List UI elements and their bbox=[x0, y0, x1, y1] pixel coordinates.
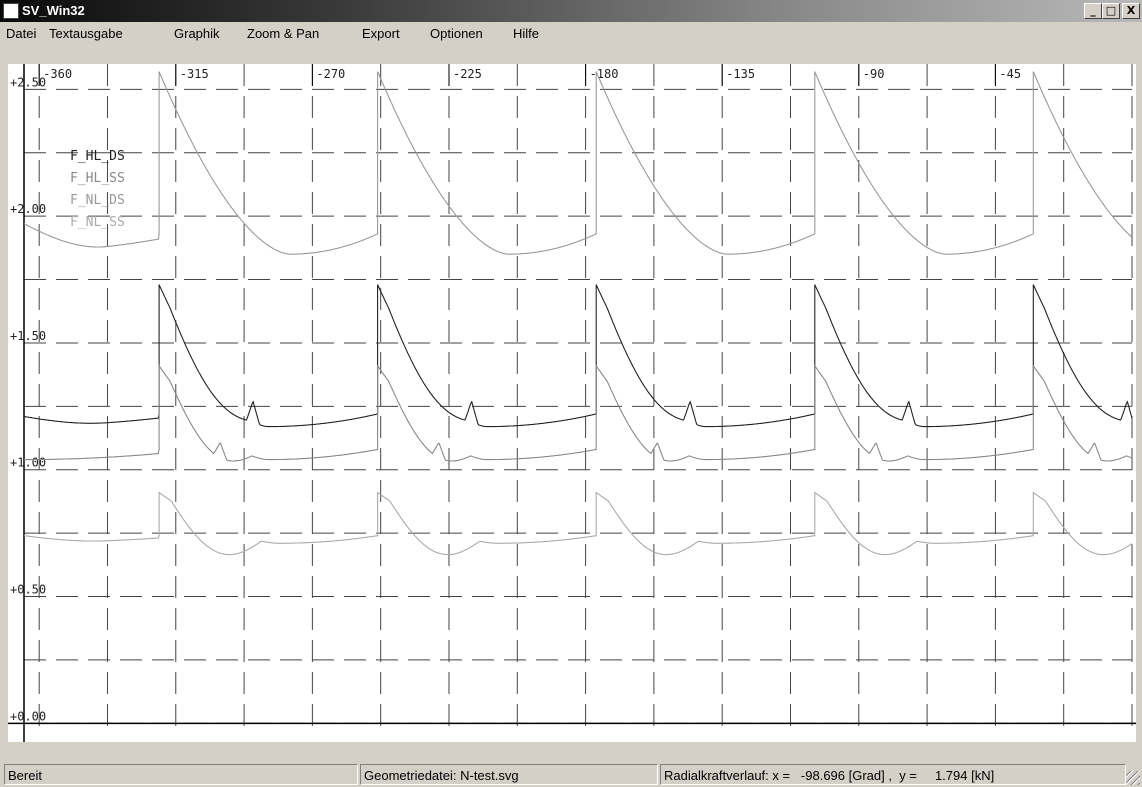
menu-optionen[interactable]: Optionen bbox=[430, 26, 483, 41]
legend-label: F_NL_SS bbox=[70, 215, 125, 230]
x-tick-label: -180 bbox=[590, 67, 619, 81]
maximize-button[interactable]: □ bbox=[1102, 3, 1120, 19]
x-tick-label: -90 bbox=[863, 67, 885, 81]
x-tick-label: -360 bbox=[43, 67, 72, 81]
menu-export[interactable]: Export bbox=[362, 26, 400, 41]
resize-grip[interactable] bbox=[1126, 771, 1140, 785]
menu-zoom-pan[interactable]: Zoom & Pan bbox=[247, 26, 320, 41]
status-ready: Bereit bbox=[4, 764, 358, 785]
x-tick-label: -225 bbox=[453, 67, 482, 81]
menu-datei[interactable]: Datei bbox=[6, 26, 37, 41]
status-geometry-file: Geometriedatei: N-test.svg bbox=[360, 764, 658, 785]
app-icon[interactable] bbox=[3, 3, 19, 19]
y-tick-label: +1.50 bbox=[10, 329, 46, 343]
y-tick-label: +0.50 bbox=[10, 583, 46, 597]
plot-area[interactable]: -360 -315 -270 -225 -180 -135 -90 -45 +2.50 +2.00… bbox=[8, 64, 1136, 742]
y-tick-label: +1.00 bbox=[10, 456, 46, 470]
menu-bar: Datei Textausgabe Graphik Zoom & Pan Exp… bbox=[0, 22, 1142, 43]
series-line-f-hl-ss bbox=[24, 363, 1133, 462]
legend-label: F_HL_DS bbox=[70, 149, 125, 164]
y-tick-label: +0.00 bbox=[10, 709, 46, 723]
series-line-f-nl-ss bbox=[23, 491, 1133, 556]
y-tick-label: +2.00 bbox=[10, 202, 46, 216]
menu-textausgabe[interactable]: Textausgabe bbox=[49, 26, 123, 41]
x-tick-label: -270 bbox=[316, 67, 345, 81]
status-bar: Bereit Geometriedatei: N-test.svg Radial… bbox=[0, 762, 1142, 787]
title-bar[interactable]: SV_Win32 _ □ X bbox=[0, 0, 1142, 22]
status-cursor-readout: Radialkraftverlauf: x = -98.696 [Grad] ,… bbox=[660, 764, 1126, 785]
window-title: SV_Win32 bbox=[22, 3, 85, 18]
x-tick-label: -315 bbox=[180, 67, 209, 81]
menu-graphik[interactable]: Graphik bbox=[174, 26, 220, 41]
y-tick-label: +2.50 bbox=[10, 75, 46, 89]
close-button[interactable]: X bbox=[1122, 3, 1140, 19]
x-tick-label: -45 bbox=[999, 67, 1021, 81]
minimize-button[interactable]: _ bbox=[1084, 3, 1102, 19]
legend-label: F_NL_DS bbox=[70, 193, 125, 208]
radial-force-chart[interactable]: -360 -315 -270 -225 -180 -135 -90 -45 +2.50 +2.00… bbox=[8, 64, 1136, 742]
x-tick-label: -135 bbox=[726, 67, 755, 81]
series-line-f-nl-ds bbox=[23, 71, 1133, 255]
menu-hilfe[interactable]: Hilfe bbox=[513, 26, 540, 41]
legend-label: F_HL_SS bbox=[70, 171, 125, 186]
series-line-f-hl-ds bbox=[23, 284, 1133, 428]
